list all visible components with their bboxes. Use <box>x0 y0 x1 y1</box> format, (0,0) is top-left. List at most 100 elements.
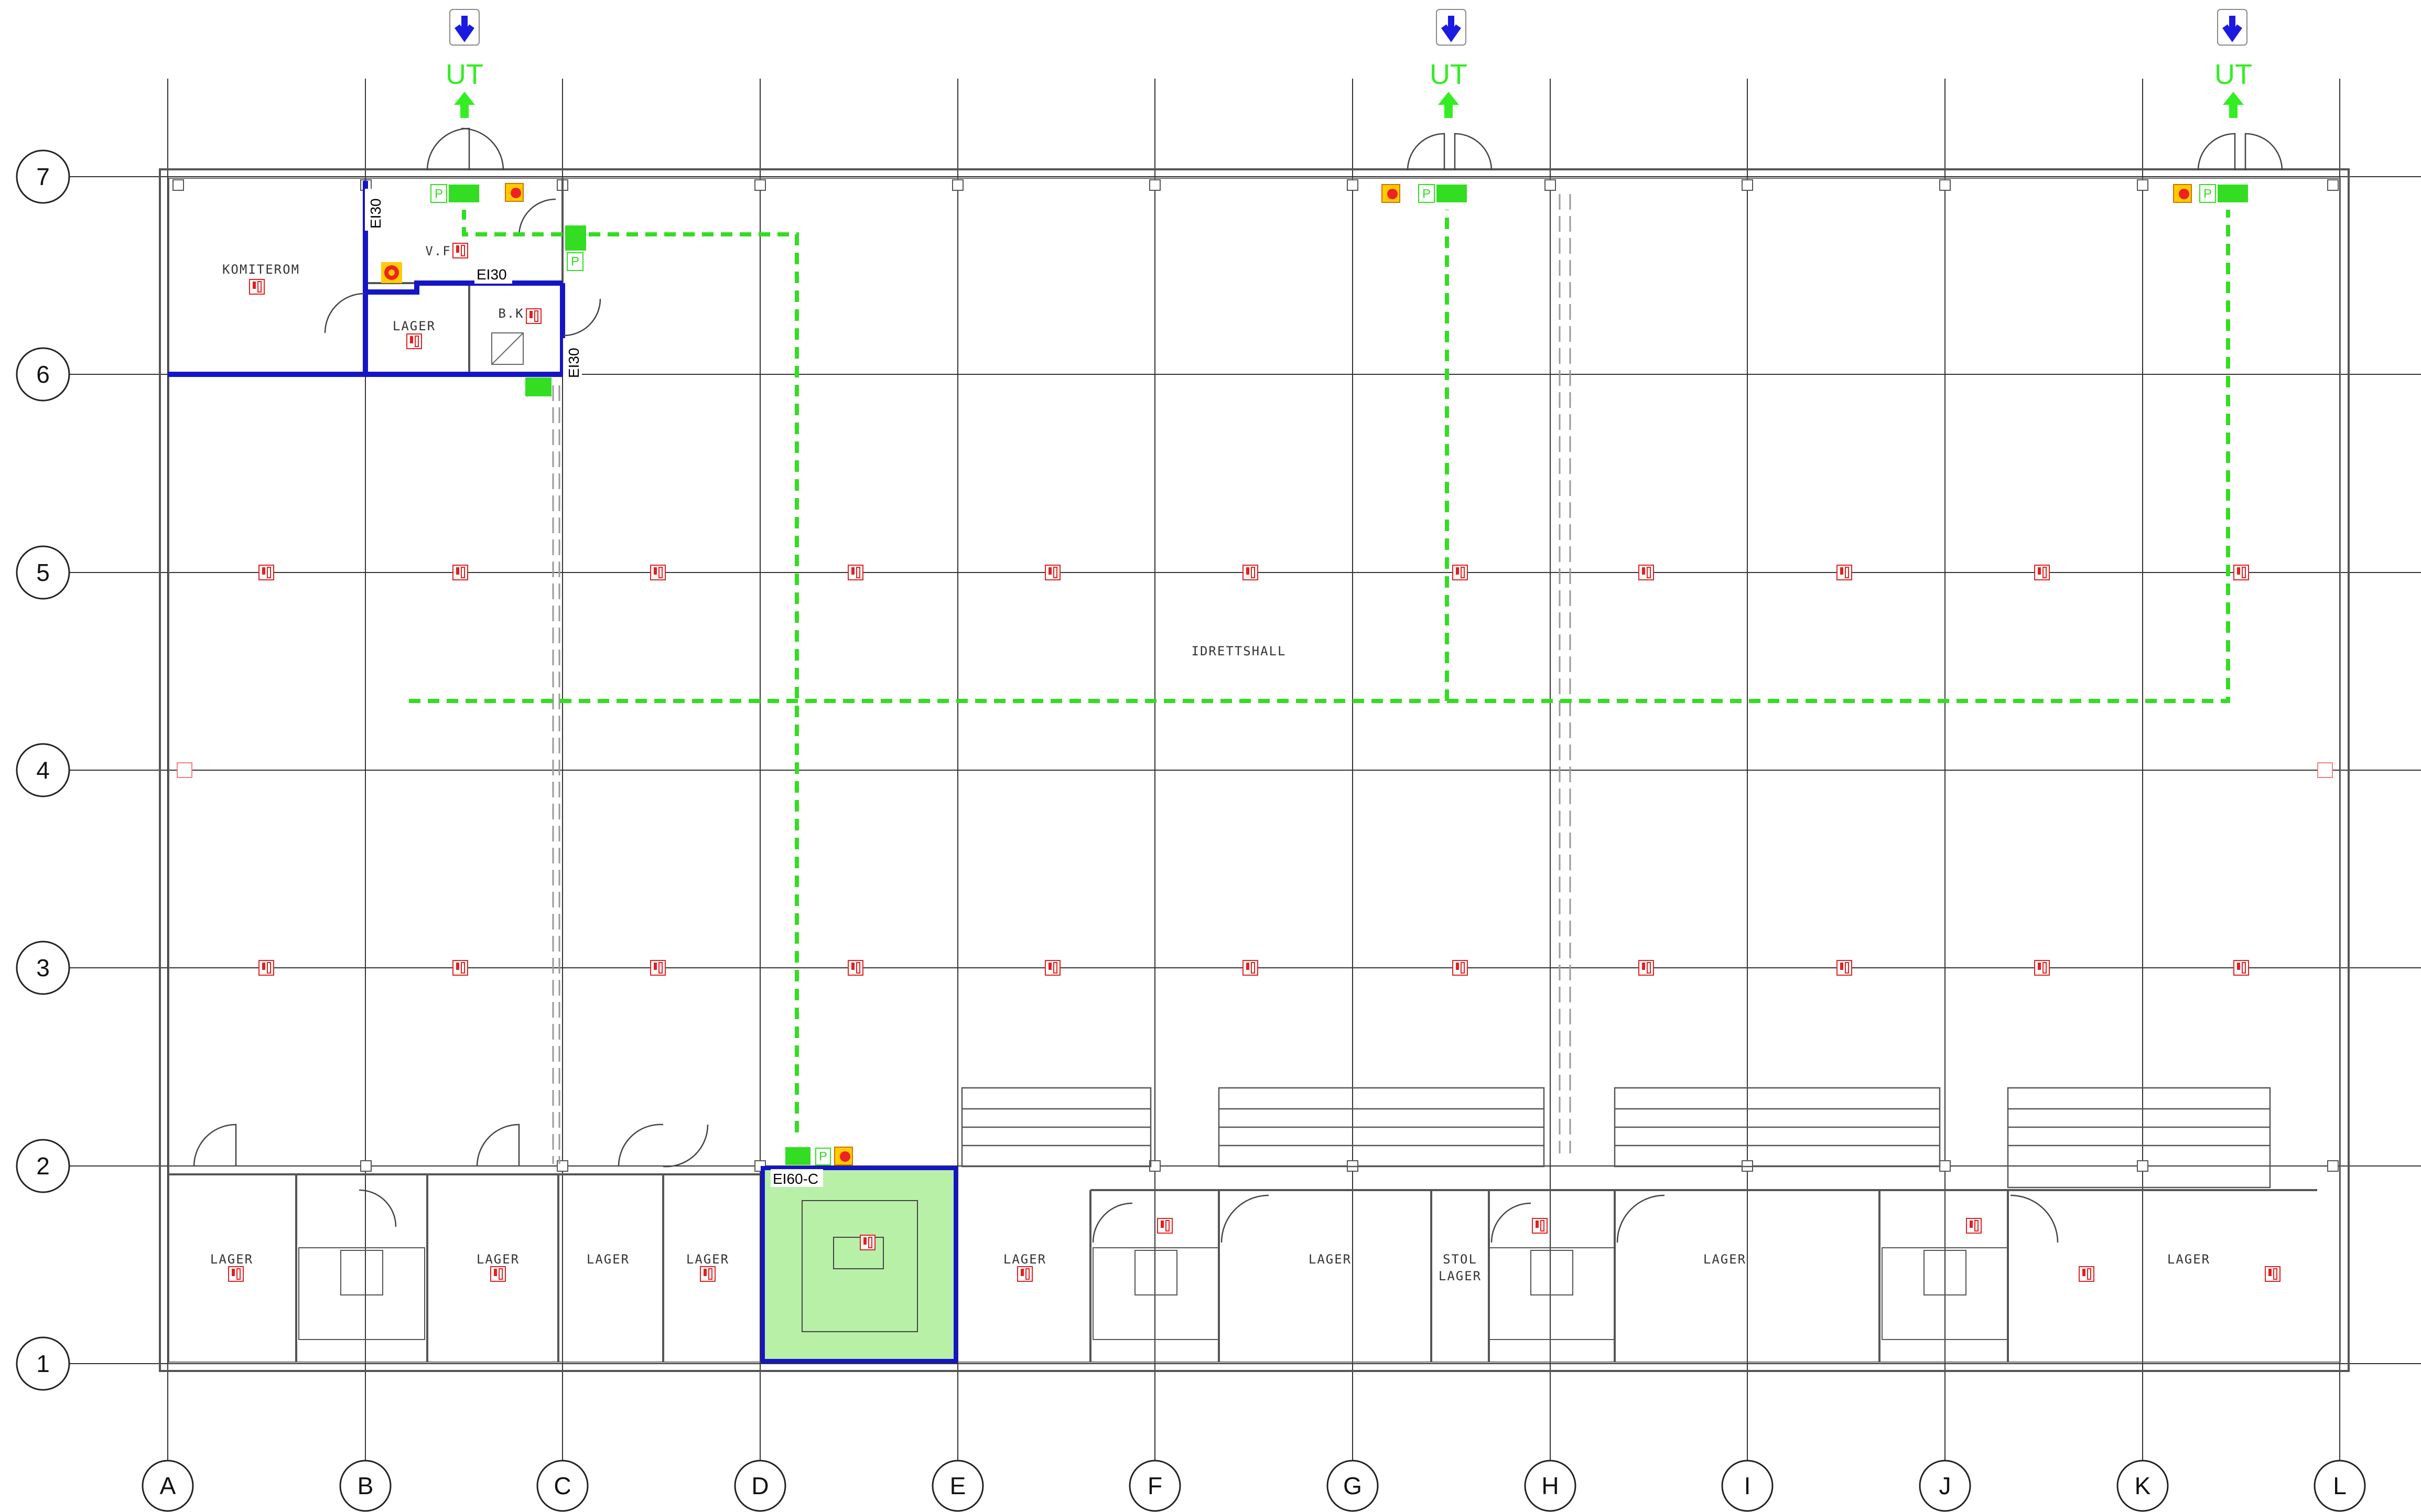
col-bubble-i: I <box>1721 1460 1774 1512</box>
room-label-komiterom: KOMITEROM <box>222 262 300 277</box>
svg-text:2: 2 <box>36 1152 50 1180</box>
signs-vf-door: P <box>525 225 586 396</box>
col-bubble-d: D <box>734 1460 786 1512</box>
col-bubble-k: K <box>2116 1460 2169 1512</box>
svg-text:EI30: EI30 <box>368 198 384 229</box>
col-bubble-f: F <box>1129 1460 1181 1512</box>
emergency-light-icon <box>258 960 274 976</box>
row-bubble-3: 3 <box>16 941 70 995</box>
fire-rating-ei30-a: EI30 <box>365 189 384 231</box>
row-bubble-7: 7 <box>16 149 70 204</box>
room-label-idrettshall: IDRETTSHALL <box>1192 644 1287 658</box>
fire-rating-ei30-b: EI30 <box>474 265 512 284</box>
room-label-lager: LAGER <box>1309 1252 1352 1267</box>
emergency-light-icon <box>490 1266 506 1282</box>
emergency-light-icon <box>1836 960 1852 976</box>
svg-text:I: I <box>1744 1472 1751 1499</box>
col-bubble-l: L <box>2314 1460 2366 1512</box>
door-swings <box>193 127 2283 1243</box>
room-label-lager: LAGER <box>477 1252 520 1267</box>
svg-text:6: 6 <box>36 361 50 388</box>
svg-text:H: H <box>1541 1472 1559 1499</box>
emergency-light-icon <box>2233 565 2249 580</box>
emergency-light-icon <box>1638 565 1654 580</box>
emergency-light-icon <box>406 333 422 349</box>
svg-text:EI60-C: EI60-C <box>773 1171 818 1187</box>
escape-routes <box>409 210 2230 1132</box>
room-label-stol: STOL <box>1443 1252 1477 1267</box>
row-bubble-5: 5 <box>16 545 70 600</box>
emergency-light-icon <box>650 565 666 580</box>
emergency-light-icon <box>848 565 863 580</box>
protected-stairwell <box>761 1166 958 1363</box>
emergency-light-icons <box>177 243 2333 1282</box>
grid-rows <box>68 176 2421 1364</box>
duct-lines <box>552 194 1571 1164</box>
fire-walls-top <box>168 181 565 377</box>
emergency-light-icon <box>1242 565 1258 580</box>
emergency-light-icon <box>452 565 468 580</box>
row-bubbles: 7 6 5 4 3 2 1 <box>16 149 70 1391</box>
svg-text:P: P <box>435 187 443 201</box>
emergency-light-icon <box>2034 565 2050 580</box>
emergency-light-icon <box>700 1266 716 1282</box>
room-label-lager: LAGER <box>2167 1252 2210 1267</box>
emergency-light-icon <box>249 279 265 295</box>
emergency-light-icon <box>452 243 468 258</box>
svg-text:L: L <box>2333 1472 2347 1499</box>
emergency-light-icon <box>526 308 542 324</box>
col-bubbles: A B C D E F G H I J K L <box>142 1460 2366 1512</box>
room-label-lager: LAGER <box>393 319 436 333</box>
emergency-light-icon <box>1157 1218 1173 1234</box>
svg-text:1: 1 <box>36 1350 50 1377</box>
exit-top-2: UT <box>1430 9 1467 118</box>
svg-text:EI30: EI30 <box>566 348 582 378</box>
emergency-light-icon <box>848 960 863 976</box>
exit-top-1: UT <box>446 9 483 118</box>
svg-text:P: P <box>1422 187 1431 201</box>
exit-label-ut: UT <box>1430 59 1467 90</box>
svg-text:C: C <box>554 1472 571 1499</box>
emergency-light-icon <box>2079 1266 2094 1282</box>
signs-stairwell: P <box>785 1147 853 1165</box>
room-label-lager: LAGER <box>587 1252 630 1267</box>
emergency-light-icon <box>258 565 274 580</box>
emergency-light-icon <box>860 1235 876 1250</box>
structural-columns <box>172 179 2339 1172</box>
svg-text:EI30: EI30 <box>477 266 507 283</box>
col-bubble-a: A <box>142 1460 194 1512</box>
signs-exit-2: P <box>1381 184 1467 203</box>
col-bubble-c: C <box>536 1460 589 1512</box>
svg-text:A: A <box>160 1472 176 1499</box>
svg-text:P: P <box>571 255 579 269</box>
emergency-light-icon <box>1638 960 1654 976</box>
row-bubble-1: 1 <box>16 1336 70 1391</box>
emergency-light-icon <box>1017 1266 1033 1282</box>
signs-exit-3: P <box>2173 184 2248 203</box>
tribune-blocks <box>961 1087 2271 1189</box>
svg-text:D: D <box>751 1472 769 1499</box>
svg-text:3: 3 <box>36 954 50 981</box>
emergency-light-icon <box>452 960 468 976</box>
emergency-light-icon <box>1045 960 1061 976</box>
emergency-light-icon <box>2265 1266 2281 1282</box>
col-bubble-h: H <box>1524 1460 1576 1512</box>
svg-text:P: P <box>819 1150 827 1164</box>
svg-text:K: K <box>2135 1472 2151 1499</box>
svg-text:J: J <box>1939 1472 1951 1499</box>
exit-label-ut: UT <box>446 59 483 90</box>
emergency-light-icon <box>1836 565 1852 580</box>
fire-rating-ei60: EI60-C <box>771 1169 823 1187</box>
fire-rating-tags: EI30 EI30 EI30 EI60-C <box>365 189 823 1187</box>
room-label-bk: B.K <box>498 306 524 321</box>
col-bubble-b: B <box>339 1460 392 1512</box>
room-labels: KOMITEROM LAGER V.F B.K IDRETTSHALL LAGE… <box>210 244 2210 1283</box>
fire-rating-ei30-c: EI30 <box>563 338 582 380</box>
row-bubble-2: 2 <box>16 1139 70 1193</box>
svg-text:G: G <box>1343 1472 1362 1499</box>
signs-exit-1: P <box>430 183 524 203</box>
emergency-light-icon <box>1452 565 1468 580</box>
emergency-light-icon <box>228 1266 244 1282</box>
col-bubble-j: J <box>1919 1460 1971 1512</box>
room-label-vf: V.F <box>425 244 451 258</box>
